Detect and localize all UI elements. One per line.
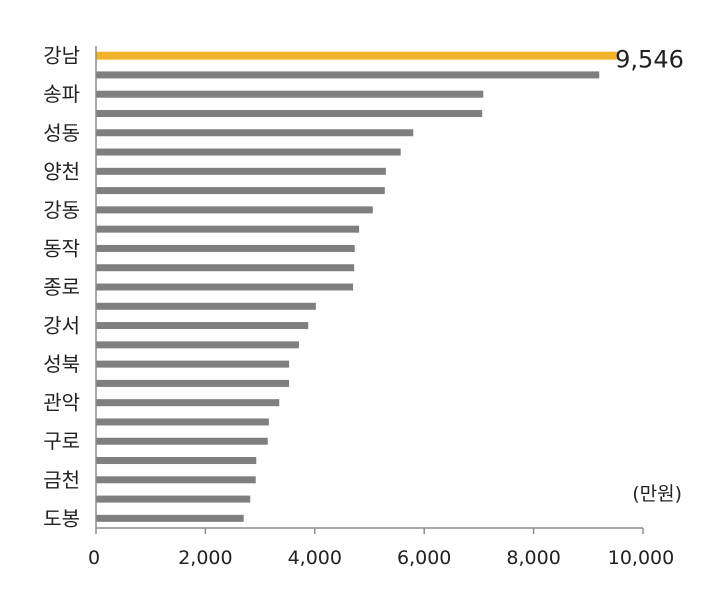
category-label-6: 종로 (43, 275, 80, 299)
category-label-3: 양천 (43, 159, 80, 183)
category-label-12: 도봉 (43, 506, 80, 530)
bar-21 (96, 457, 257, 465)
x-tick-label-1: 2,000 (178, 547, 232, 569)
bar-4 (96, 129, 414, 137)
bar-8 (96, 206, 373, 214)
bar-10 (96, 244, 355, 252)
x-tick-label-2: 4,000 (288, 547, 342, 569)
bar-23 (96, 495, 251, 503)
unit-label: (만원) (632, 483, 682, 505)
x-ticks-group: 0 2,000 4,000 6,000 8,000 10,000 (88, 528, 674, 569)
category-label-2: 성동 (43, 121, 80, 145)
category-label-8: 성북 (43, 352, 80, 376)
category-label-7: 강서 (43, 314, 80, 338)
bar-19 (96, 418, 269, 426)
bar-20 (96, 437, 268, 445)
category-label-9: 관악 (43, 391, 80, 415)
bar-11 (96, 264, 355, 272)
bar-17 (96, 379, 290, 387)
x-tick-label-4: 8,000 (506, 547, 560, 569)
bar-12 (96, 283, 354, 291)
bar-15 (96, 341, 299, 349)
category-label-4: 강동 (43, 198, 80, 222)
category-label-10: 구로 (43, 429, 80, 453)
bar-24 (96, 514, 244, 522)
bar-0 (96, 51, 619, 60)
bar-14 (96, 322, 309, 330)
bar-13 (96, 302, 316, 310)
highlight-value-label: 9,546 (615, 46, 684, 74)
bar-22 (96, 476, 256, 484)
bar-7 (96, 187, 385, 195)
bar-1 (96, 71, 600, 79)
category-label-11: 금천 (43, 468, 80, 492)
bar-5 (96, 148, 401, 156)
x-tick-label-0: 0 (88, 547, 100, 569)
bars-group (96, 51, 619, 522)
x-tick-label-5: 10,000 (608, 547, 674, 569)
bar-9 (96, 225, 360, 233)
category-label-1: 송파 (43, 82, 80, 106)
category-label-5: 동작 (43, 236, 80, 260)
bar-16 (96, 360, 290, 368)
bar-18 (96, 399, 280, 407)
bar-3 (96, 109, 483, 117)
category-label-0: 강남 (43, 44, 80, 68)
bar-2 (96, 90, 484, 98)
x-tick-label-3: 6,000 (397, 547, 451, 569)
bar-6 (96, 167, 386, 175)
